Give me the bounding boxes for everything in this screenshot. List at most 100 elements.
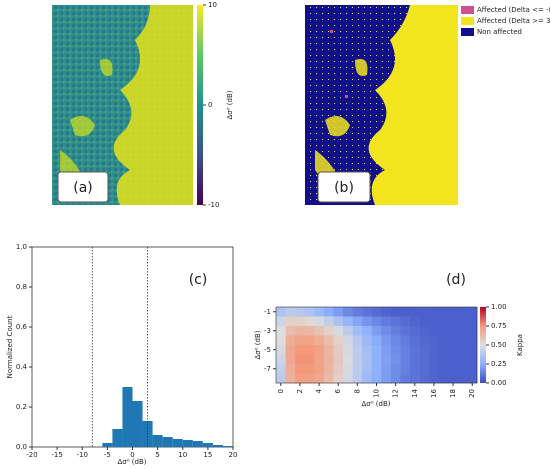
heatmap-cell xyxy=(419,335,430,346)
legend-swatch xyxy=(461,28,474,36)
heatmap-cell xyxy=(276,307,286,317)
x-axis-label: Δσ⁰ (dB) xyxy=(118,458,147,466)
heatmap-cell xyxy=(362,373,373,384)
heatmap-cell xyxy=(323,345,334,355)
heatmap-cell xyxy=(429,335,440,346)
heatmap-cell xyxy=(448,326,459,336)
x-tick-label: 5 xyxy=(155,451,159,459)
heatmap-cell xyxy=(429,373,440,384)
heatmap-cell xyxy=(467,316,478,327)
heatmap-cell xyxy=(419,373,430,384)
heatmap-cell xyxy=(457,354,468,365)
legend-label: Non affected xyxy=(477,28,522,36)
heatmap-cell xyxy=(467,326,478,336)
heatmap-cell xyxy=(333,373,344,384)
x-tick-label: -15 xyxy=(51,451,62,459)
heatmap-cell xyxy=(314,364,325,374)
heatmap-cell xyxy=(285,307,296,317)
heatmap-cell xyxy=(352,326,363,336)
x-tick-label: 2 xyxy=(296,389,304,393)
bar xyxy=(122,387,133,447)
colorbar-tick-label: 0 xyxy=(208,101,212,109)
heatmap-cell xyxy=(400,326,411,336)
heatmap-cell xyxy=(323,373,334,384)
heatmap-cell xyxy=(371,373,382,384)
heatmap-cell xyxy=(304,373,315,384)
y-tick-label: -1 xyxy=(264,308,271,316)
heatmap-cell xyxy=(390,354,401,365)
heatmap-cell xyxy=(438,364,449,374)
heatmap-cell xyxy=(400,354,411,365)
heatmap-cell xyxy=(343,307,353,317)
heatmap-cell xyxy=(400,307,411,317)
heatmap-cell xyxy=(362,335,373,346)
y-tick-label: -5 xyxy=(264,346,271,354)
heatmap-cell xyxy=(410,326,420,336)
heatmap-cell xyxy=(314,335,325,346)
heatmap-cell xyxy=(285,373,296,384)
heatmap-cell xyxy=(381,326,392,336)
heatmap-cell xyxy=(285,354,296,365)
heatmap-cell xyxy=(429,354,440,365)
heatmap-cell xyxy=(467,307,478,317)
heatmap-cell xyxy=(371,364,382,374)
heatmap-cell xyxy=(304,307,315,317)
heatmap-cell xyxy=(295,307,306,317)
heatmap-cell xyxy=(448,354,459,365)
heatmap-cell xyxy=(352,354,363,365)
heatmap-cell xyxy=(419,354,430,365)
bar xyxy=(182,440,193,447)
heatmap-cell xyxy=(323,354,334,365)
heatmap-cell xyxy=(419,326,430,336)
heatmap-cell xyxy=(333,335,344,346)
heatmap-cell xyxy=(276,364,286,374)
heatmap-cell xyxy=(314,345,325,355)
heatmap-cell xyxy=(438,345,449,355)
x-tick-label: 8 xyxy=(353,389,361,393)
heatmap-cell xyxy=(314,354,325,365)
heatmap-cell xyxy=(410,335,420,346)
heatmap-cell xyxy=(371,316,382,327)
heatmap-cell xyxy=(457,335,468,346)
colorbar-tick-label: 10 xyxy=(208,1,217,9)
heatmap-cell xyxy=(371,307,382,317)
heatmap-cell xyxy=(295,354,306,365)
bar xyxy=(102,443,113,447)
heatmap-cell xyxy=(352,373,363,384)
x-tick-label: 4 xyxy=(315,388,323,393)
heatmap-cell xyxy=(295,364,306,374)
heatmap-cell xyxy=(448,335,459,346)
heatmap-cell xyxy=(371,326,382,336)
heatmap-cell xyxy=(285,335,296,346)
x-tick-label: 6 xyxy=(334,388,342,393)
heatmap-cell xyxy=(314,326,325,336)
heatmap-cell xyxy=(295,316,306,327)
heatmap-cell xyxy=(304,345,315,355)
heatmap-cell xyxy=(295,326,306,336)
bar xyxy=(132,401,143,447)
heatmap-cell xyxy=(323,326,334,336)
heatmap-cell xyxy=(390,307,401,317)
label-box xyxy=(317,171,371,203)
heatmap-cell xyxy=(323,307,334,317)
panel-label: (a) xyxy=(73,180,93,196)
y-tick-label: -7 xyxy=(264,365,271,373)
heatmap-cell xyxy=(343,345,353,355)
heatmap-cell xyxy=(304,316,315,327)
heatmap-cell xyxy=(390,364,401,374)
colorbar-label: Kappa xyxy=(516,334,524,356)
heatmap-cell xyxy=(419,316,430,327)
y-axis-label: Δσ⁰ (dB) xyxy=(254,330,262,359)
heatmap-cell xyxy=(285,326,296,336)
heatmap-cell xyxy=(276,354,286,365)
x-tick-label: 0 xyxy=(130,451,134,459)
heatmap-cell xyxy=(448,316,459,327)
heatmap-cell xyxy=(381,316,392,327)
bar xyxy=(162,437,173,447)
heatmap-cell xyxy=(429,307,440,317)
y-tick-label: 0.0 xyxy=(16,443,27,451)
heatmap-cell xyxy=(371,354,382,365)
heatmap-cell xyxy=(285,345,296,355)
heatmap-cell xyxy=(343,335,353,346)
